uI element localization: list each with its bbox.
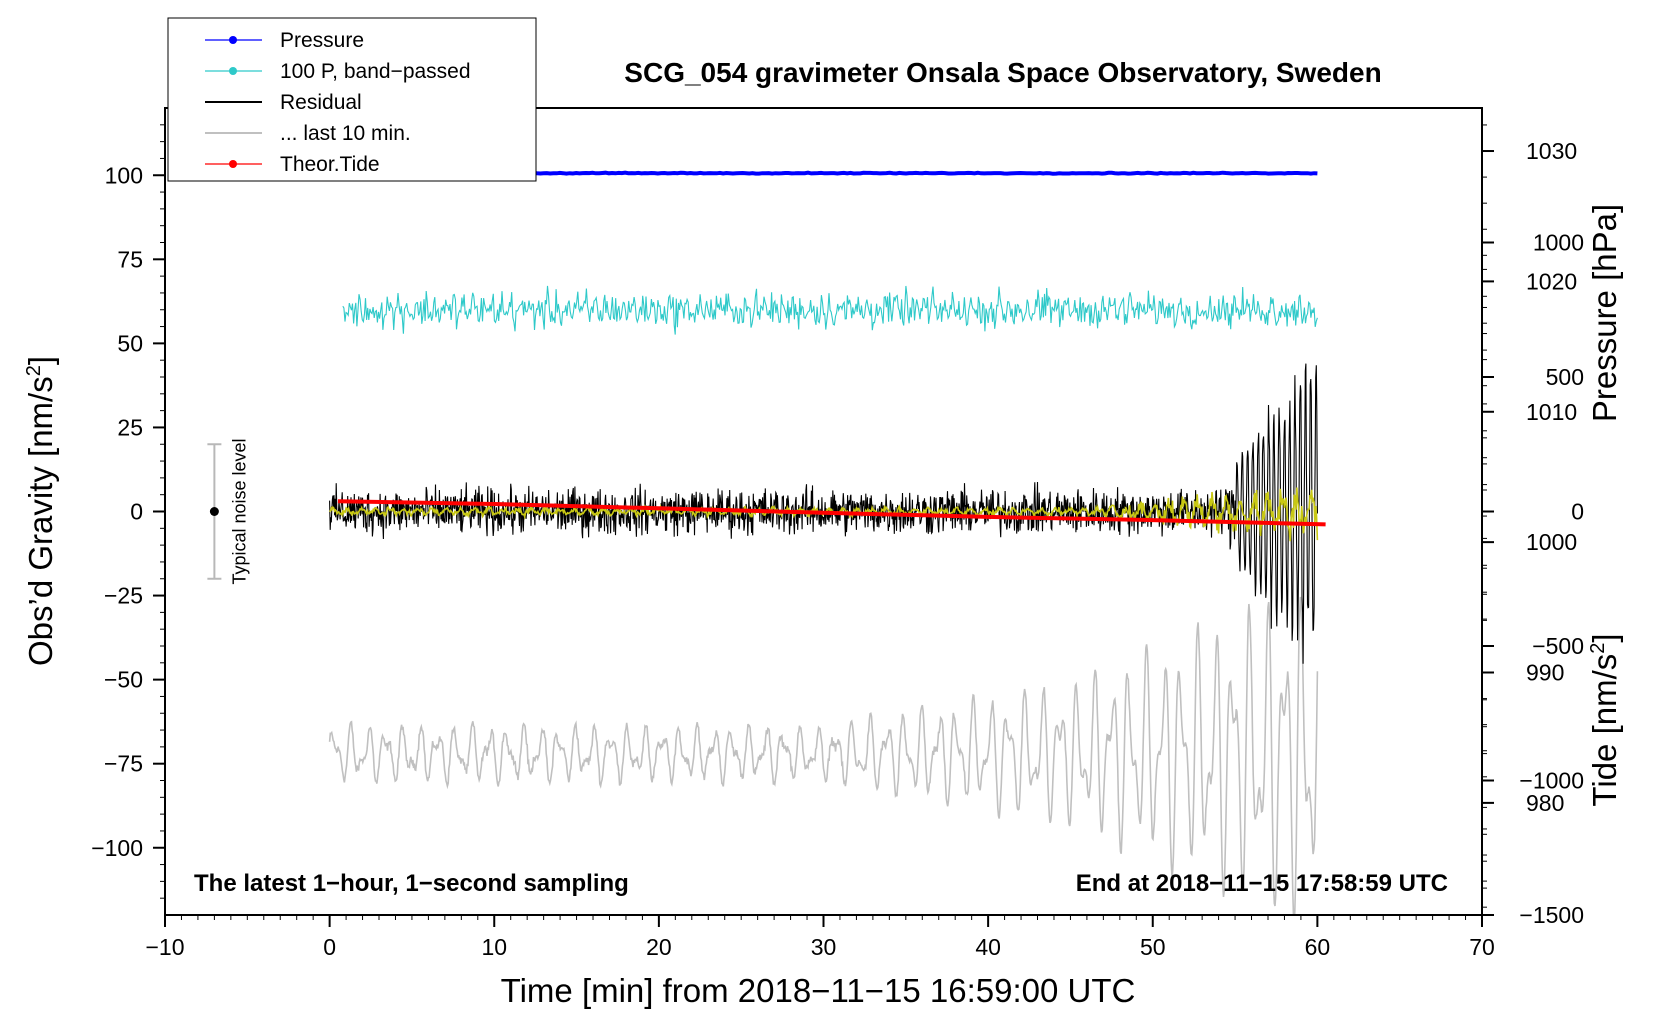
legend-marker (229, 160, 237, 168)
y-pressure-tick-label: 1030 (1526, 138, 1577, 164)
y-left-tick-label: 100 (105, 162, 143, 188)
annotation-sampling: The latest 1−hour, 1−second sampling (194, 870, 629, 897)
legend-box (167, 17, 537, 182)
x-tick-label: 20 (646, 934, 672, 960)
legend-label: Theor.Tide (280, 153, 380, 176)
x-tick-label: 70 (1469, 934, 1495, 960)
series-theoretical-tide (337, 499, 1326, 527)
chart-title: SCG_054 gravimeter Onsala Space Observat… (624, 57, 1381, 88)
y-pressure-tick-label: 980 (1526, 790, 1564, 816)
x-tick-label: 30 (811, 934, 837, 960)
x-tick-label: 50 (1140, 934, 1166, 960)
y-left-tick-label: −100 (91, 835, 143, 861)
noise-label: Typical noise level (229, 438, 249, 584)
legend-label: 100 P, band−passed (280, 60, 471, 83)
x-tick-label: 40 (975, 934, 1001, 960)
y-tide-tick-label: 1000 (1533, 230, 1584, 256)
noise-indicator: Typical noise level (207, 438, 249, 585)
legend-label: Pressure (280, 29, 364, 52)
y-tide-tick-label: −500 (1532, 633, 1584, 659)
y-left-tick-label: 50 (117, 330, 143, 356)
legend-marker (229, 67, 237, 75)
y-tide-tick-label: −1000 (1519, 768, 1584, 794)
y-pressure-tick-label: 1020 (1526, 268, 1577, 294)
series-residual (329, 363, 1318, 664)
x-tick-label: 10 (481, 934, 507, 960)
y-pressure-tick-label: 1010 (1526, 399, 1577, 425)
x-axis: −10 0 10 20 30 40 50 60 70 (145, 915, 1495, 960)
y-pressure-tick-label: 990 (1526, 660, 1564, 686)
y-left-tick-label: −25 (104, 583, 143, 609)
y-left-tick-label: −50 (104, 667, 143, 693)
y-tide-tick-label: −1500 (1519, 902, 1584, 928)
legend-label: Residual (280, 91, 362, 114)
y-left-tick-label: 25 (117, 414, 143, 440)
y-axis-pressure-title: Pressure [hPa] (1586, 204, 1623, 422)
legend-entry: 100 P, band−passed (205, 60, 471, 83)
x-axis-title: Time [min] from 2018−11−15 16:59:00 UTC (501, 972, 1136, 1009)
x-tick-label: 0 (323, 934, 336, 960)
x-tick-label: 60 (1305, 934, 1331, 960)
y-axis-left-title: Obs’d Gravity [nm/s2] (22, 356, 59, 666)
y-tide-tick-label: 500 (1546, 364, 1584, 390)
legend-marker (229, 36, 237, 44)
legend-entry: Pressure (205, 29, 364, 52)
legend-label: ... last 10 min. (280, 122, 411, 145)
y-axis-left: 100 75 50 25 0 −25 −50 −75 −100 (91, 124, 165, 899)
noise-center-dot (209, 507, 219, 516)
y-axis-pressure: 1030 1020 1010 1000 990 980 (1482, 124, 1577, 908)
series-band-passed-pressure (342, 285, 1318, 335)
y-axis-tide-title: Tide [nm/s2] (1586, 633, 1623, 806)
series-clip-group (328, 170, 1326, 915)
y-pressure-tick-label: 1000 (1526, 529, 1577, 555)
y-axis-tide: 1000 500 0 −500 −1000 −1500 (1482, 230, 1584, 928)
y-tide-tick-label: 0 (1571, 499, 1584, 525)
legend-entry: ... last 10 min. (205, 122, 411, 145)
y-left-tick-label: −75 (104, 751, 143, 777)
legend-entry: Residual (205, 91, 362, 114)
y-left-tick-label: 75 (117, 246, 143, 272)
series-layer (328, 170, 1326, 915)
y-axis-left-title-sup: 2 (23, 365, 45, 376)
y-left-tick-label: 0 (130, 499, 143, 525)
legend: Pressure 100 P, band−passed Residual ... la… (167, 17, 537, 182)
x-tick-label: −10 (145, 934, 184, 960)
series-last-10-min (328, 596, 1319, 915)
y-axis-tide-title-sup: 2 (1587, 643, 1609, 654)
annotation-end-time: End at 2018−11−15 17:58:59 UTC (1076, 870, 1448, 897)
legend-entry: Theor.Tide (205, 153, 380, 176)
